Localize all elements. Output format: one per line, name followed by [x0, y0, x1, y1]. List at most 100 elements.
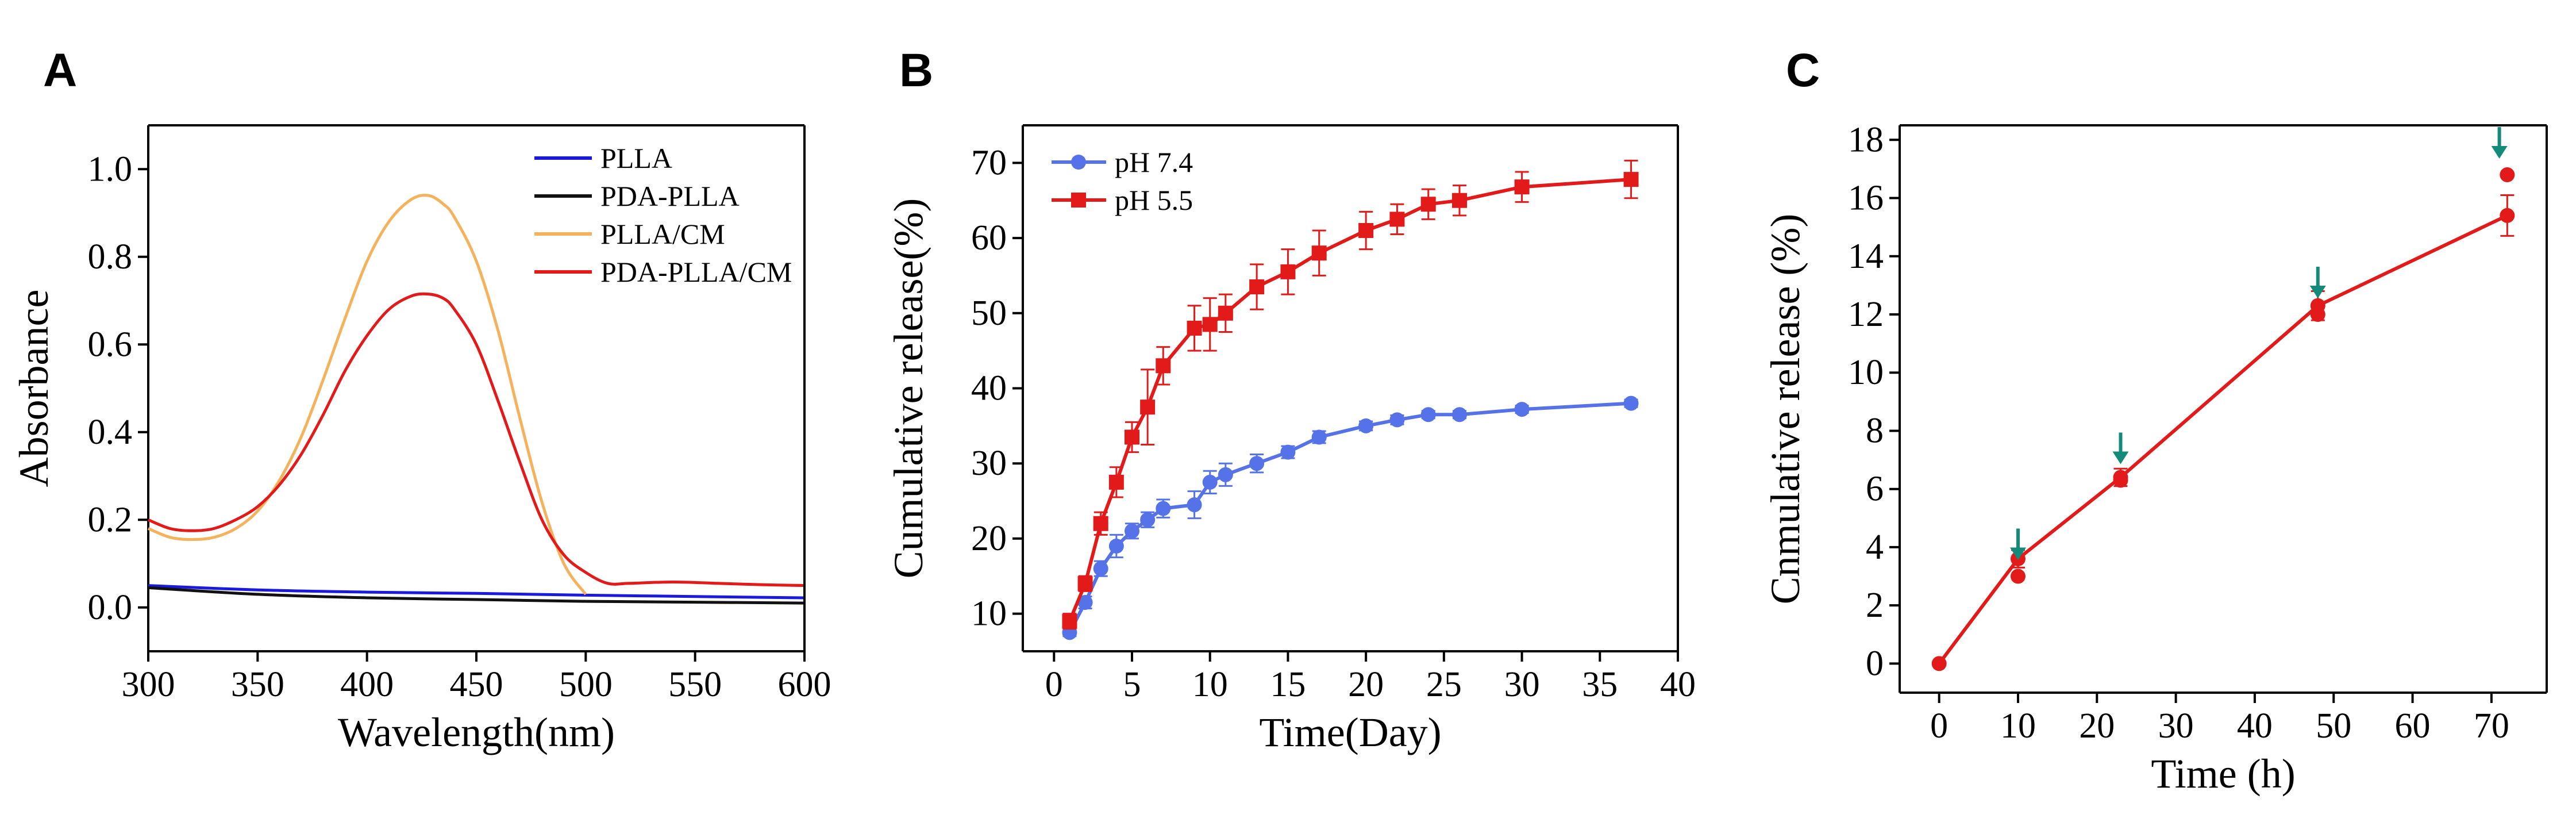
data-point — [1062, 613, 1077, 629]
arrow-head-icon — [2491, 146, 2508, 159]
panel-b: 0 5 10 15 20 25 30 35 40 10 20 30 40 50 60 70 Time(Day) C… — [885, 44, 1696, 755]
y-tick-label: 10 — [1848, 353, 1884, 392]
x-tick-label: 30 — [2158, 706, 2194, 746]
data-point — [1156, 501, 1171, 516]
x-tick-label: 600 — [778, 665, 831, 704]
data-point — [1514, 179, 1530, 195]
data-point — [1420, 197, 1436, 212]
data-point — [1218, 467, 1233, 482]
x-tick-label: 0 — [1045, 665, 1063, 704]
x-tick-label: 400 — [340, 665, 394, 704]
x-tick-label: 300 — [122, 665, 175, 704]
y-tick-label: 70 — [971, 143, 1007, 182]
x-tick-label: 5 — [1123, 665, 1141, 704]
legend-label: PDA-PLLA — [600, 180, 740, 212]
data-point — [1125, 523, 1139, 539]
y-tick-label: 12 — [1848, 295, 1884, 334]
legend-label: PLLA/CM — [600, 218, 725, 250]
x-tick-label: 40 — [2237, 706, 2273, 746]
data-point — [2010, 569, 2026, 584]
data-point — [1249, 279, 1265, 295]
y-tick-label: 0.2 — [88, 500, 133, 539]
legend-marker — [1071, 193, 1086, 208]
panel-letter: A — [43, 44, 77, 97]
data-point — [1218, 305, 1233, 321]
x-axis-title: Time (h) — [2151, 751, 2295, 797]
x-tick-label: 70 — [2474, 706, 2509, 746]
x-tick-label: 10 — [2000, 706, 2036, 746]
data-point — [1311, 429, 1327, 445]
x-tick-label: 30 — [1504, 665, 1540, 704]
data-point — [1358, 223, 1374, 238]
x-tick-label: 550 — [668, 665, 722, 704]
x-tick-label: 350 — [231, 665, 284, 704]
legend-label: PLLA — [600, 142, 672, 174]
x-tick-label: 450 — [450, 665, 503, 704]
data-point — [1187, 497, 1202, 513]
legend-label: PDA-PLLA/CM — [600, 256, 792, 288]
y-tick-label: 14 — [1848, 237, 1884, 276]
data-point — [2310, 307, 2325, 322]
data-point — [1931, 656, 1947, 671]
data-point — [1077, 595, 1093, 610]
panel-letter: C — [1786, 44, 1820, 97]
data-point — [1187, 320, 1202, 336]
x-tick-label: 10 — [1192, 665, 1228, 704]
data-point — [1249, 456, 1265, 471]
data-point — [1140, 512, 1156, 528]
y-tick-label: 4 — [1866, 528, 1884, 567]
y-tick-label: 0.6 — [88, 325, 133, 364]
data-point — [1623, 172, 1639, 187]
panel-letter: B — [899, 44, 933, 97]
panel-a: 300 350 400 450 500 550 600 0.0 0.2 0.4 0.6 0.8 1.0 W… — [11, 44, 831, 755]
data-point — [1280, 264, 1296, 279]
x-tick-label: 0 — [1930, 706, 1948, 746]
x-tick-label: 20 — [1348, 665, 1384, 704]
y-axis-title: Cnmulative release (%) — [1762, 214, 1808, 605]
y-tick-label: 30 — [971, 444, 1007, 483]
arrow-head-icon — [2112, 451, 2129, 464]
data-point — [1202, 474, 1218, 490]
legend-marker — [1071, 155, 1086, 170]
data-point — [1140, 400, 1156, 415]
y-tick-label: 10 — [971, 594, 1007, 633]
y-axis-title: Absorbance — [11, 290, 57, 487]
series-line-cumulative-release — [1938, 214, 2508, 665]
arrow-head-icon — [2309, 286, 2326, 298]
x-tick-label: 40 — [1660, 665, 1696, 704]
data-point — [1077, 576, 1093, 591]
data-point — [1452, 407, 1467, 422]
y-tick-label: 1.0 — [88, 149, 133, 189]
y-tick-label: 20 — [971, 519, 1007, 558]
data-point — [1514, 402, 1530, 417]
data-point — [2113, 473, 2128, 488]
x-tick-label: 35 — [1582, 665, 1618, 704]
series-line-pda-plla — [148, 586, 805, 605]
data-point — [1623, 395, 1639, 411]
data-point — [1389, 212, 1405, 227]
data-point — [1280, 444, 1296, 460]
series-line-pda-plla-cm — [148, 292, 805, 587]
x-axis-title: Wavelength(nm) — [338, 709, 615, 755]
data-point — [1108, 539, 1124, 554]
y-tick-label: 60 — [971, 218, 1007, 258]
series-line-plla — [148, 584, 805, 600]
y-axis-title: Cumulative release(%) — [885, 198, 931, 579]
panel-c: 0 10 20 30 40 50 60 70 0 2 4 6 8 10 12 14 16 18 Time (h) Cn… — [1762, 44, 2548, 797]
data-point — [1202, 317, 1218, 332]
y-tick-label: 8 — [1866, 411, 1884, 450]
data-point — [1358, 418, 1374, 433]
data-point — [1093, 561, 1108, 577]
y-tick-label: 0.4 — [88, 413, 133, 452]
x-axis-title: Time(Day) — [1259, 709, 1441, 755]
y-tick-label: 6 — [1866, 470, 1884, 509]
legend-label: pH 7.4 — [1115, 146, 1193, 178]
x-tick-label: 50 — [2316, 706, 2351, 746]
y-tick-label: 0 — [1866, 644, 1884, 683]
y-tick-label: 0.0 — [88, 588, 133, 627]
y-tick-label: 18 — [1848, 120, 1884, 159]
arrow-head-icon — [2009, 547, 2026, 560]
data-point — [2500, 167, 2515, 183]
